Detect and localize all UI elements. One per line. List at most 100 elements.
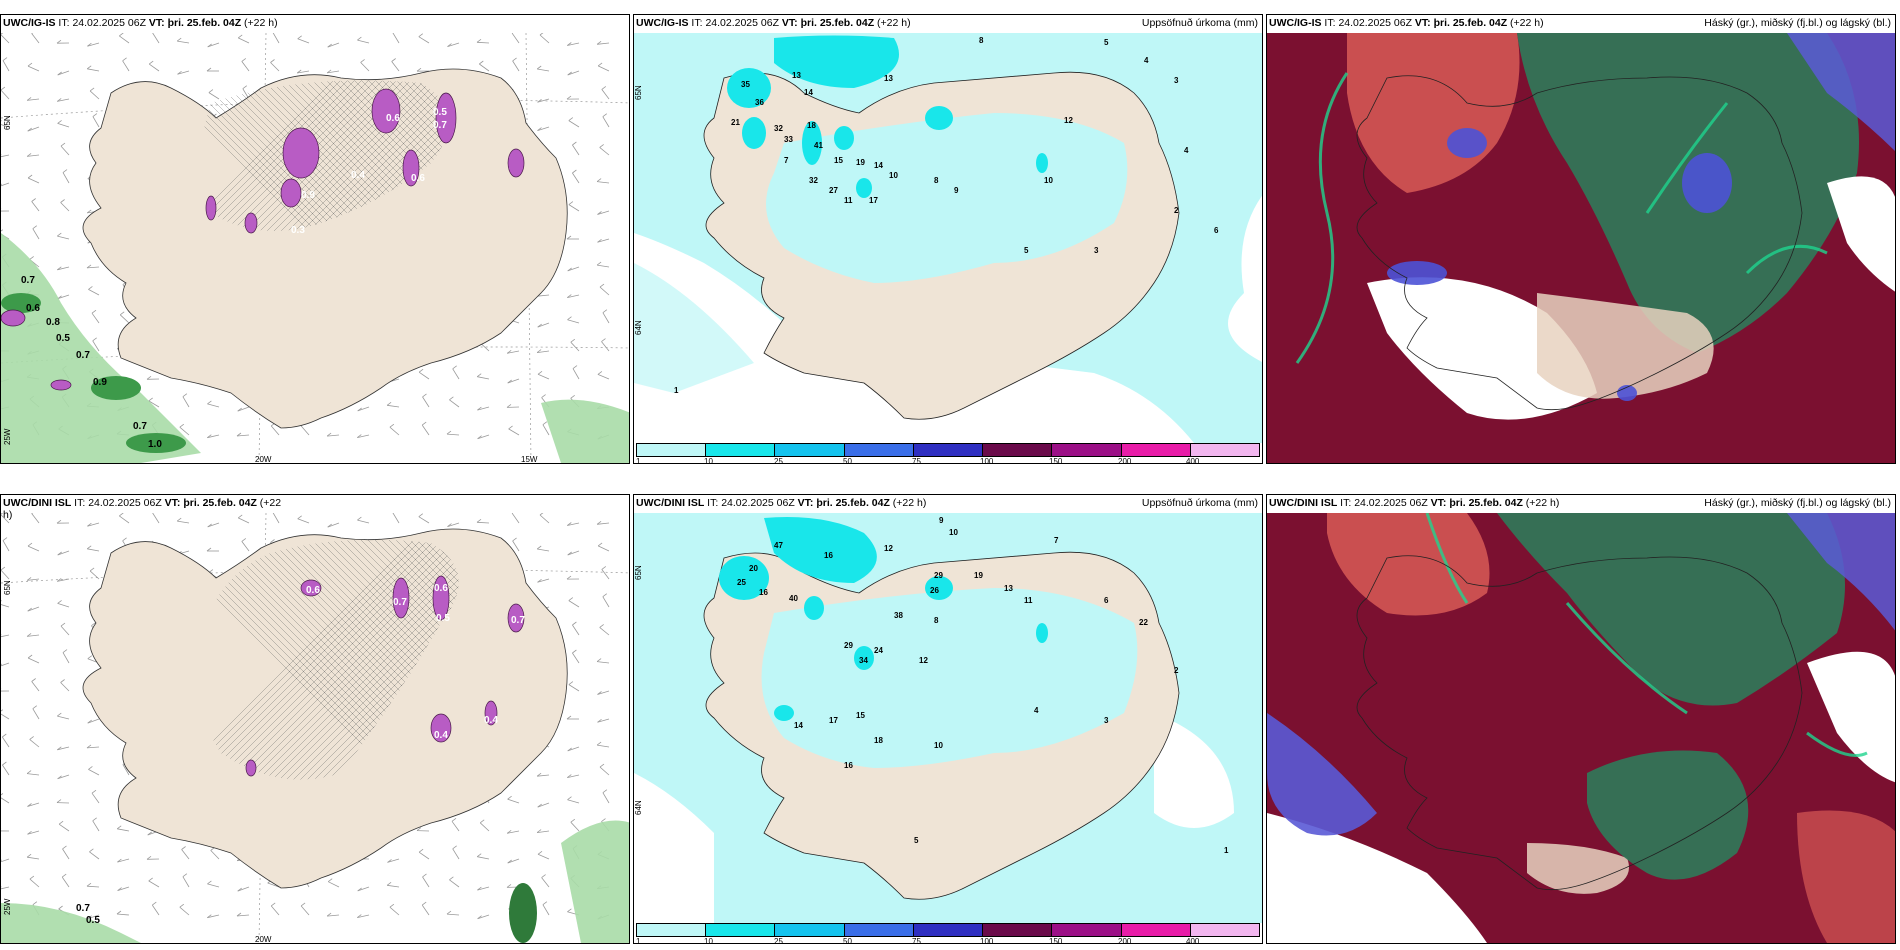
value-label: 13 (1004, 584, 1013, 593)
value-label: 18 (874, 736, 883, 745)
wind-barb-flag (452, 845, 457, 850)
value-label: 3 (1094, 246, 1099, 255)
wind-barb-flag (536, 65, 542, 70)
lat-label: 64N (634, 800, 643, 815)
wind-barb-flag (572, 365, 578, 369)
value-label: 0.6 (26, 303, 40, 314)
hatch-line (276, 80, 449, 231)
wind-barb (511, 513, 520, 524)
wind-barb (447, 522, 460, 527)
wind-barb (208, 92, 220, 100)
value-label: 14 (804, 88, 813, 97)
panel-header: UWC/DINI ISL IT: 24.02.2025 06Z VT: þri.… (1, 497, 629, 525)
wind-barb-flag (421, 901, 427, 906)
wind-barb-flag (27, 607, 32, 612)
wind-barb-flag (447, 43, 452, 47)
wind-barb-flag (572, 621, 577, 626)
wind-barb (537, 802, 550, 808)
wind-barb-flag (207, 400, 212, 405)
value-label: 21 (731, 118, 740, 127)
wind-barb (238, 37, 250, 44)
it-label: IT: (74, 497, 86, 509)
colorbar-tick: 25 (774, 457, 783, 464)
value-label: 32 (774, 124, 783, 133)
wind-barb (87, 718, 100, 724)
wind-barb-flag (60, 142, 66, 147)
wind-barb (1, 604, 10, 608)
wind-barb-flag (27, 654, 33, 659)
colorbar-tick: 25 (774, 937, 783, 944)
wind-barb-flag (1, 709, 4, 712)
wind-barb-flag (92, 337, 97, 342)
wind-barb (1, 182, 10, 187)
wind-barb (479, 63, 490, 72)
wind-barb (60, 145, 70, 156)
wind-barb (327, 914, 340, 917)
wind-barb (27, 65, 40, 72)
wind-barb-flag (477, 886, 482, 891)
wind-barb (418, 516, 430, 524)
wind-barb (29, 878, 40, 888)
hatch-line (194, 539, 457, 780)
wind-barb (568, 600, 580, 608)
wind-barb (57, 98, 70, 102)
wind-barb (27, 98, 40, 101)
wind-barb-flag (566, 235, 572, 240)
wind-barb (31, 681, 40, 692)
wind-barb-flag (422, 873, 427, 878)
wind-barb (182, 876, 190, 888)
wind-barb-flag (62, 169, 68, 173)
value-label: 10 (934, 741, 943, 750)
wind-barb-flag (91, 309, 97, 314)
wind-barb (567, 522, 580, 526)
wind-barb-flag (566, 95, 572, 100)
wind-barb-flag (61, 873, 67, 878)
wind-barb (207, 42, 220, 48)
colorbar-tick: 75 (912, 937, 921, 944)
wind-barb (57, 746, 70, 751)
wind-barb (88, 769, 100, 776)
wind-barb (570, 341, 580, 352)
wind-barb (92, 116, 100, 128)
wind-barb-flag (60, 679, 65, 683)
value-label: 5 (914, 836, 919, 845)
wind-barb-flag (2, 537, 8, 541)
value-label: 17 (829, 716, 838, 725)
wind-barb (537, 294, 550, 297)
wind-barb-flag (1, 33, 4, 35)
value-label: 0.3 (291, 225, 305, 236)
wind-barb (512, 60, 520, 72)
wind-barb-flag (567, 796, 572, 801)
colorbar-seg (1121, 924, 1191, 936)
wind-barb (572, 144, 580, 156)
hatch-line (374, 539, 459, 780)
wind-barb (599, 286, 610, 296)
wind-barb (422, 876, 430, 888)
wind-barb-flag (567, 908, 572, 913)
wind-barb-flag (91, 789, 97, 794)
wind-barb (119, 314, 130, 324)
value-label: 29 (844, 641, 853, 650)
wind-barb-flag (26, 770, 32, 774)
wind-barb (91, 312, 100, 324)
wind-barb-flag (476, 373, 482, 378)
hatch-line (402, 539, 459, 780)
wind-barb (152, 513, 160, 524)
wind-barb-flag (300, 902, 306, 907)
wind-barb-flag (87, 655, 93, 660)
wind-barb-flag (567, 747, 572, 752)
wind-barb (57, 266, 70, 271)
colorbar-seg (775, 924, 845, 936)
value-label: 4 (1184, 146, 1189, 155)
wind-barb (477, 914, 490, 920)
wind-barb-flag (541, 874, 546, 878)
value-label: 0.7 (393, 597, 407, 608)
colorbar-seg (844, 444, 914, 456)
value-label: 0.6 (306, 585, 320, 596)
wind-barb-flag (418, 513, 424, 518)
vt-label: VT: (1430, 497, 1447, 509)
wind-barb-flag (506, 349, 512, 354)
wind-barb-flag (568, 117, 574, 121)
wind-barb (1, 736, 10, 748)
value-label: 12 (919, 656, 928, 665)
